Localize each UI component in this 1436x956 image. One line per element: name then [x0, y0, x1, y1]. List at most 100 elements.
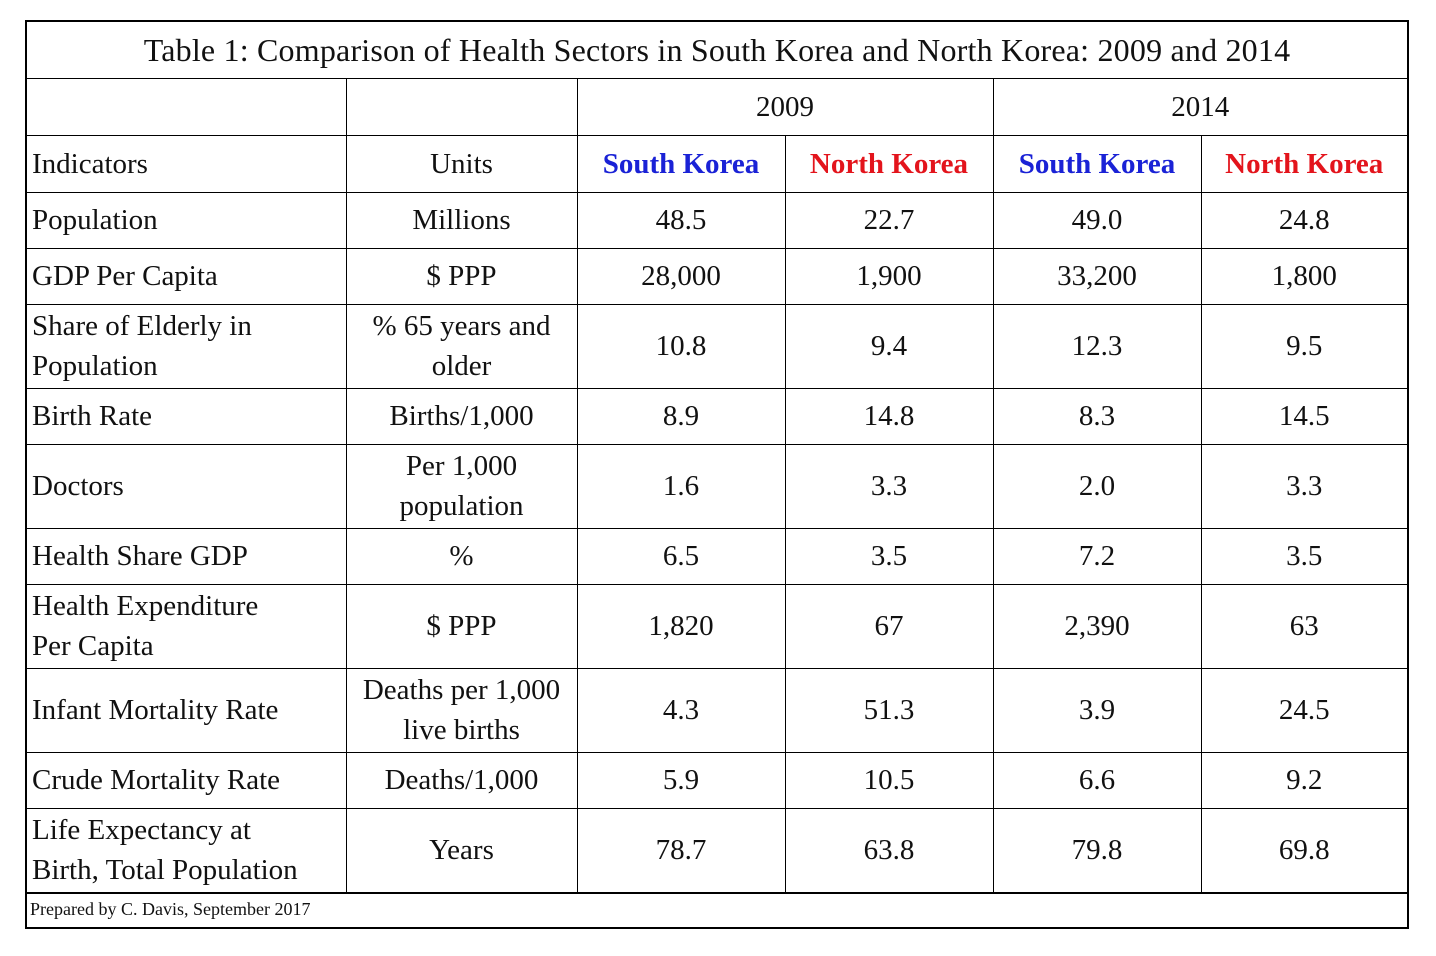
value-cell-south-korea-2009: 10.8 [576, 303, 786, 389]
value-cell-north-korea-2014: 69.8 [1200, 807, 1407, 893]
unit-cell-line: % [449, 540, 474, 572]
footnote: Prepared by C. Davis, September 2017 [27, 892, 1407, 927]
value-cell-south-korea-2014: 49.0 [992, 191, 1202, 249]
empty-header-cell [27, 79, 347, 136]
value-cell-north-korea-2009: 3.5 [784, 527, 994, 585]
south-korea-header-2009: South Korea [576, 134, 786, 193]
indicator-cell: Health Share GDP [27, 527, 347, 585]
table-title: Table 1: Comparison of Health Sectors in… [27, 22, 1407, 79]
indicators-header: Indicators [27, 134, 347, 193]
value-cell-north-korea-2009: 14.8 [784, 387, 994, 445]
indicator-cell: Life Expectancy at Birth, Total Populatio… [27, 807, 347, 893]
units-header: Units [345, 134, 578, 193]
indicator-cell: Doctors [27, 443, 347, 529]
value-cell-south-korea-2009: 48.5 [576, 191, 786, 249]
year-header-row: 2009 2014 [27, 79, 1407, 136]
value-cell-north-korea-2014: 3.5 [1200, 527, 1407, 585]
indicator-cell-line: Infant Mortality Rate [32, 694, 279, 726]
value-cell-north-korea-2009: 22.7 [784, 191, 994, 249]
indicator-cell: GDP Per Capita [27, 247, 347, 305]
value-cell-north-korea-2014: 63 [1200, 583, 1407, 669]
health-table-figure: Table 1: Comparison of Health Sectors in… [25, 20, 1409, 929]
indicator-cell: Population [27, 191, 347, 249]
value-cell-north-korea-2009: 63.8 [784, 807, 994, 893]
value-cell-north-korea-2014: 24.5 [1200, 667, 1407, 753]
value-cell-south-korea-2014: 3.9 [992, 667, 1202, 753]
indicator-cell: Birth Rate [27, 387, 347, 445]
indicator-cell-line: Share of Elderly in [32, 310, 252, 342]
table-row: Health Share GDP% 6.5 3.5 7.2 3.5 [27, 527, 1407, 585]
table-row: Population Millions 48.5 22.7 49.0 24.8 [27, 191, 1407, 249]
value-cell-south-korea-2014: 8.3 [992, 387, 1202, 445]
value-cell-south-korea-2014: 79.8 [992, 807, 1202, 893]
value-cell-south-korea-2014: 7.2 [992, 527, 1202, 585]
value-cell-north-korea-2009: 67 [784, 583, 994, 669]
unit-cell: Millions [345, 191, 578, 249]
indicator-cell: Health Expenditure Per Capita [27, 583, 347, 669]
unit-cell-line: Deaths/1,000 [384, 764, 539, 796]
value-cell-south-korea-2009: 28,000 [576, 247, 786, 305]
indicator-cell-line: Life Expectancy at [32, 814, 251, 846]
value-cell-south-korea-2009: 1.6 [576, 443, 786, 529]
value-cell-north-korea-2009: 9.4 [784, 303, 994, 389]
value-cell-south-korea-2009: 78.7 [576, 807, 786, 893]
unit-cell: % 65 years and older [345, 303, 578, 389]
column-header-row: Indicators Units South Korea North Korea… [27, 134, 1407, 193]
empty-header-cell [345, 79, 578, 136]
indicator-cell-line: Per Capita [32, 630, 154, 662]
year-header-2014: 2014 [992, 79, 1407, 136]
unit-cell: $ PPP [345, 247, 578, 305]
value-cell-south-korea-2009: 6.5 [576, 527, 786, 585]
unit-cell-line: Years [429, 834, 494, 866]
table-row: Crude Mortality Rate Deaths/1,000 5.9 10.5 6… [27, 751, 1407, 809]
indicator-cell-line: GDP Per Capita [32, 260, 218, 292]
indicator-cell-line: Crude Mortality Rate [32, 764, 281, 796]
value-cell-south-korea-2009: 8.9 [576, 387, 786, 445]
value-cell-south-korea-2009: 4.3 [576, 667, 786, 753]
value-cell-south-korea-2009: 5.9 [576, 751, 786, 809]
unit-cell: % [345, 527, 578, 585]
north-korea-header-2014: North Korea [1200, 134, 1407, 193]
value-cell-north-korea-2009: 51.3 [784, 667, 994, 753]
indicator-cell-line: Health Expenditure [32, 590, 259, 622]
health-table: 2009 2014 Indicators Units South Korea N… [27, 79, 1407, 893]
indicator-cell: Share of Elderly in Population [27, 303, 347, 389]
value-cell-north-korea-2014: 24.8 [1200, 191, 1407, 249]
value-cell-north-korea-2009: 10.5 [784, 751, 994, 809]
value-cell-south-korea-2014: 33,200 [992, 247, 1202, 305]
value-cell-south-korea-2014: 12.3 [992, 303, 1202, 389]
unit-cell-line: population [399, 490, 524, 522]
unit-cell-line: Deaths per 1,000 [362, 674, 561, 706]
value-cell-north-korea-2009: 1,900 [784, 247, 994, 305]
table-row: Health Expenditure Per Capita $ PPP 1,820 67… [27, 583, 1407, 669]
unit-cell: $ PPP [345, 583, 578, 669]
unit-cell: Births/1,000 [345, 387, 578, 445]
value-cell-north-korea-2014: 14.5 [1200, 387, 1407, 445]
table-row: Doctors Per 1,000 population 1.6 3.3 2.0 3.3 [27, 443, 1407, 529]
north-korea-header-2009: North Korea [784, 134, 994, 193]
unit-cell-line: Births/1,000 [389, 400, 534, 432]
unit-cell-line: Millions [412, 204, 511, 236]
indicator-cell-line: Birth Rate [32, 400, 153, 432]
unit-cell-line: Per 1,000 [405, 450, 518, 482]
indicator-cell-line: Birth, Total Population [32, 854, 298, 886]
unit-cell: Per 1,000 population [345, 443, 578, 529]
unit-cell: Deaths per 1,000 live births [345, 667, 578, 753]
table-row: GDP Per Capita $ PPP 28,000 1,900 33,200 1,80… [27, 247, 1407, 305]
table-row: Share of Elderly in Population % 65 years … [27, 303, 1407, 389]
table-row: Birth Rate Births/1,000 8.9 14.8 8.3 14.5 [27, 387, 1407, 445]
unit-cell-line: live births [403, 714, 520, 746]
value-cell-north-korea-2014: 3.3 [1200, 443, 1407, 529]
value-cell-north-korea-2014: 9.2 [1200, 751, 1407, 809]
value-cell-south-korea-2009: 1,820 [576, 583, 786, 669]
value-cell-south-korea-2014: 2,390 [992, 583, 1202, 669]
value-cell-south-korea-2014: 6.6 [992, 751, 1202, 809]
south-korea-header-2014: South Korea [992, 134, 1202, 193]
unit-cell-line: older [431, 350, 492, 382]
unit-cell: Deaths/1,000 [345, 751, 578, 809]
indicator-cell-line: Population [32, 204, 158, 236]
unit-cell-line: $ PPP [426, 260, 497, 292]
value-cell-north-korea-2014: 9.5 [1200, 303, 1407, 389]
value-cell-north-korea-2009: 3.3 [784, 443, 994, 529]
indicator-cell: Infant Mortality Rate [27, 667, 347, 753]
